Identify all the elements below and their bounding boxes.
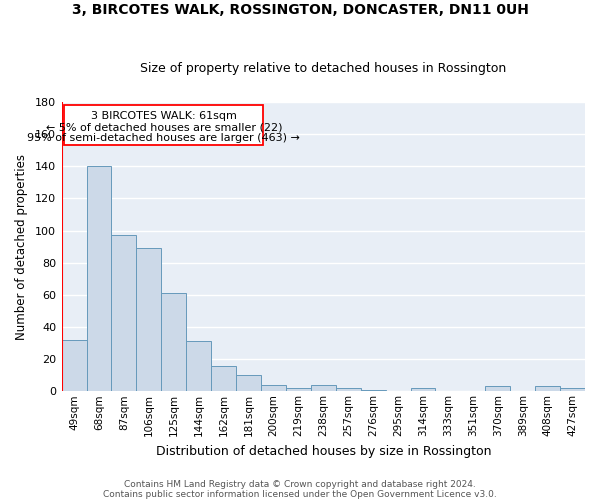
Bar [410, 388, 436, 392]
X-axis label: Distribution of detached houses by size in Rossington: Distribution of detached houses by size … [155, 444, 491, 458]
Bar [236, 375, 261, 392]
Title: Size of property relative to detached houses in Rossington: Size of property relative to detached ho… [140, 62, 506, 74]
Text: 95% of semi-detached houses are larger (463) →: 95% of semi-detached houses are larger (… [28, 134, 300, 143]
Bar [211, 366, 236, 392]
Text: ← 5% of detached houses are smaller (22): ← 5% of detached houses are smaller (22) [46, 122, 282, 132]
FancyBboxPatch shape [64, 106, 263, 146]
Bar [161, 294, 186, 392]
Text: Contains HM Land Registry data © Crown copyright and database right 2024.: Contains HM Land Registry data © Crown c… [124, 480, 476, 489]
Bar [112, 236, 136, 392]
Bar [336, 388, 361, 392]
Bar [136, 248, 161, 392]
Bar [186, 342, 211, 392]
Bar [361, 390, 386, 392]
Bar [560, 388, 585, 392]
Bar [485, 386, 510, 392]
Bar [62, 340, 86, 392]
Bar [261, 385, 286, 392]
Y-axis label: Number of detached properties: Number of detached properties [15, 154, 28, 340]
Text: 3, BIRCOTES WALK, ROSSINGTON, DONCASTER, DN11 0UH: 3, BIRCOTES WALK, ROSSINGTON, DONCASTER,… [71, 2, 529, 16]
Bar [311, 385, 336, 392]
Bar [86, 166, 112, 392]
Text: Contains public sector information licensed under the Open Government Licence v3: Contains public sector information licen… [103, 490, 497, 499]
Bar [535, 386, 560, 392]
Text: 3 BIRCOTES WALK: 61sqm: 3 BIRCOTES WALK: 61sqm [91, 111, 237, 121]
Bar [286, 388, 311, 392]
